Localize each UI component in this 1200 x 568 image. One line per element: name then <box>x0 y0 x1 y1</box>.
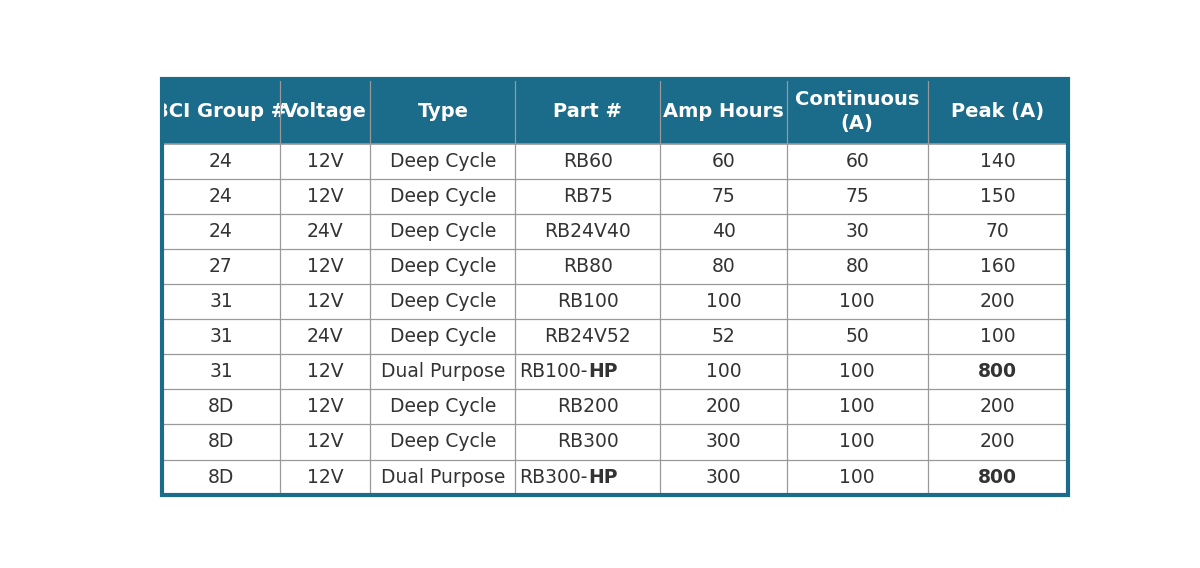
Text: HP: HP <box>588 467 617 487</box>
Text: 200: 200 <box>980 432 1015 452</box>
Text: 8D: 8D <box>208 432 234 452</box>
Text: Deep Cycle: Deep Cycle <box>390 152 496 171</box>
Text: 27: 27 <box>209 257 233 276</box>
Text: 24: 24 <box>209 187 233 206</box>
Text: 8D: 8D <box>208 467 234 487</box>
Text: HP: HP <box>588 362 617 381</box>
Text: 80: 80 <box>846 257 869 276</box>
Bar <box>162 354 1068 389</box>
Text: 100: 100 <box>706 362 742 381</box>
Text: Deep Cycle: Deep Cycle <box>390 432 496 452</box>
Text: 200: 200 <box>980 398 1015 416</box>
Text: 12V: 12V <box>307 152 343 171</box>
Text: RB75: RB75 <box>563 187 613 206</box>
Text: 40: 40 <box>712 222 736 241</box>
Text: Deep Cycle: Deep Cycle <box>390 292 496 311</box>
Text: 12V: 12V <box>307 257 343 276</box>
Bar <box>162 144 1068 179</box>
Bar <box>162 79 1068 144</box>
Text: Part #: Part # <box>553 102 623 121</box>
Text: 75: 75 <box>846 187 869 206</box>
Text: Type: Type <box>418 102 468 121</box>
Text: Deep Cycle: Deep Cycle <box>390 222 496 241</box>
Text: 75: 75 <box>712 187 736 206</box>
Bar <box>162 319 1068 354</box>
Text: 100: 100 <box>840 362 875 381</box>
Text: RB80: RB80 <box>563 257 613 276</box>
Text: 24V: 24V <box>307 222 343 241</box>
Text: 60: 60 <box>846 152 869 171</box>
Text: 200: 200 <box>980 292 1015 311</box>
Text: 31: 31 <box>209 292 233 311</box>
Text: 52: 52 <box>712 327 736 346</box>
Text: 24V: 24V <box>307 327 343 346</box>
Text: Deep Cycle: Deep Cycle <box>390 187 496 206</box>
Text: Dual Purpose: Dual Purpose <box>380 467 505 487</box>
Text: 8D: 8D <box>208 398 234 416</box>
Bar <box>162 389 1068 424</box>
Text: 70: 70 <box>986 222 1009 241</box>
Text: 12V: 12V <box>307 432 343 452</box>
Text: RB100: RB100 <box>557 292 619 311</box>
Text: 12V: 12V <box>307 398 343 416</box>
Text: 12V: 12V <box>307 292 343 311</box>
Text: 150: 150 <box>980 187 1015 206</box>
Text: 50: 50 <box>846 327 869 346</box>
Text: 100: 100 <box>840 432 875 452</box>
Text: Peak (A): Peak (A) <box>952 102 1044 121</box>
Text: 100: 100 <box>706 292 742 311</box>
Text: 100: 100 <box>840 292 875 311</box>
Text: 80: 80 <box>712 257 736 276</box>
Text: 800: 800 <box>978 362 1018 381</box>
Text: RB300: RB300 <box>557 432 619 452</box>
Text: 12V: 12V <box>307 467 343 487</box>
Text: 100: 100 <box>980 327 1015 346</box>
Text: 31: 31 <box>209 362 233 381</box>
Text: 12V: 12V <box>307 362 343 381</box>
Bar <box>162 460 1068 495</box>
Text: 60: 60 <box>712 152 736 171</box>
Bar <box>162 179 1068 214</box>
Bar <box>162 284 1068 319</box>
Text: 800: 800 <box>978 467 1018 487</box>
Text: BCI Group #: BCI Group # <box>155 102 288 121</box>
Text: 160: 160 <box>980 257 1015 276</box>
Text: RB24V40: RB24V40 <box>545 222 631 241</box>
Text: 31: 31 <box>209 327 233 346</box>
Text: RB24V52: RB24V52 <box>545 327 631 346</box>
Text: 100: 100 <box>840 467 875 487</box>
Text: RB100-: RB100- <box>520 362 588 381</box>
Text: 200: 200 <box>706 398 742 416</box>
Text: Deep Cycle: Deep Cycle <box>390 398 496 416</box>
Text: RB300-: RB300- <box>520 467 588 487</box>
Text: 300: 300 <box>706 432 742 452</box>
Text: 12V: 12V <box>307 187 343 206</box>
Text: Dual Purpose: Dual Purpose <box>380 362 505 381</box>
Text: Voltage: Voltage <box>283 102 367 121</box>
Text: Deep Cycle: Deep Cycle <box>390 327 496 346</box>
Text: 24: 24 <box>209 222 233 241</box>
Text: 100: 100 <box>840 398 875 416</box>
Text: Deep Cycle: Deep Cycle <box>390 257 496 276</box>
Text: Continuous
(A): Continuous (A) <box>796 90 919 133</box>
Text: 24: 24 <box>209 152 233 171</box>
Bar <box>162 424 1068 460</box>
Text: 30: 30 <box>846 222 869 241</box>
Text: RB200: RB200 <box>557 398 619 416</box>
Bar <box>162 214 1068 249</box>
Text: 300: 300 <box>706 467 742 487</box>
Text: 140: 140 <box>980 152 1015 171</box>
Bar <box>162 249 1068 284</box>
Text: RB60: RB60 <box>563 152 613 171</box>
Text: Amp Hours: Amp Hours <box>664 102 784 121</box>
